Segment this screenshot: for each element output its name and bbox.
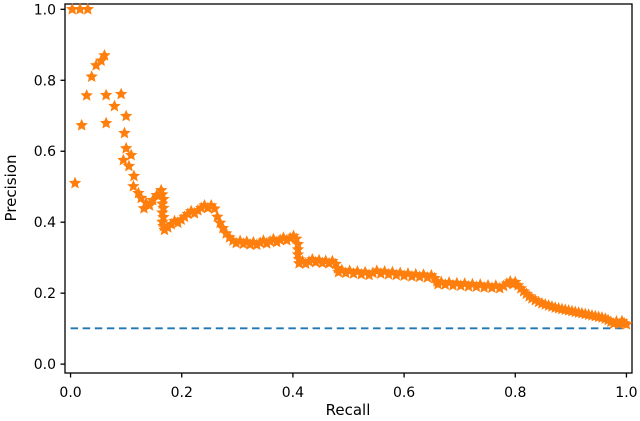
scatter-point-star [85,70,98,82]
scatter-point-star [292,256,306,269]
scatter-point-star [439,278,452,290]
scatter-point-star [477,280,491,293]
scatter-point-star [80,89,93,101]
scatter-point-star [431,277,445,290]
scatter-point-star [108,99,121,112]
scatter-point-star [322,256,336,269]
scatter-point-star [263,234,277,247]
x-axis-label: Recall [326,401,371,419]
scatter-point-star [73,2,87,15]
scatter-point-star [421,271,434,283]
scatter-point-star [273,233,287,246]
scatter-point-star [181,207,195,220]
scatter-point-star [500,277,514,289]
scatter-point-star [188,206,201,219]
scatter-point-star [454,279,467,291]
scatter-point-star [390,268,403,281]
scatter-point-star [122,159,136,172]
scatter-point-star [250,238,263,251]
scatter-point-star [260,237,273,249]
y-tick-label: 0.8 [34,73,56,89]
plot-area: 0.0 0.2 0.4 0.6 0.8 1.0 0.0 0.2 0.4 0.6 0.8 1.0 [34,2,638,401]
x-tick-label: 0.4 [282,385,304,401]
scatter-point-star [280,233,293,246]
scatter-point-star [146,193,160,206]
y-tick-label: 0.0 [34,357,56,373]
scatter-point-star [332,265,345,278]
y-tick-label: 0.2 [34,286,56,302]
scatter-point-star [99,88,113,101]
scatter-point-star [470,280,483,293]
y-tick-label: 1.0 [34,2,56,18]
scatter-point-star [68,176,82,189]
scatter-point-star [620,317,633,330]
scatter-point-star [158,223,171,236]
x-tick-label: 0.2 [171,385,193,401]
scatter-point-star [119,109,133,122]
x-tick-label: 0.8 [504,385,526,401]
scatter-point-star [161,221,175,233]
scatter-point-star [66,2,79,15]
scatter-point-star [137,201,151,214]
scatter-point-star [98,48,111,61]
scatter-point-star [230,236,243,249]
scatter-point-star [127,169,141,182]
scatter-point-star [253,236,267,249]
y-tick-label: 0.6 [34,144,56,160]
y-tick-label: 0.4 [34,215,56,231]
scatter-point-star [127,179,140,192]
scatter-point-star [191,204,205,216]
y-axis-label: Precision [2,155,20,222]
scatter-point-star [362,268,376,281]
x-tick-label: 1.0 [615,385,637,401]
scatter-point-star [243,238,257,250]
scatter-point-star [355,267,368,280]
scatter-point-star [75,118,88,131]
scatter-point-star [309,255,322,268]
scatter-point-star [195,201,208,214]
scatter-point-star [339,266,352,279]
x-tick-label: 0.0 [59,385,81,401]
scatter-point-star [81,2,94,15]
plot-frame [64,3,633,374]
scatter-point-star [164,217,178,230]
scatter-point-star [493,281,506,294]
scatter-point-star [171,216,185,229]
scatter-point-star [302,255,316,267]
scatter-point-star [413,270,426,283]
scatter-point-star [175,213,188,225]
scatter-point-star [124,148,138,161]
x-tick-label: 0.6 [393,385,415,401]
scatter-point-star [270,235,283,248]
scatter-point-star [201,201,215,214]
scatter-point-star [208,202,221,214]
scatter-point-star [178,210,191,223]
scatter-point-star [366,266,380,279]
scatter-point-star [397,269,411,282]
scatter-point-star [405,269,419,282]
scatter-point-star [462,279,475,292]
scatter-point-star [117,153,130,166]
scatter-point-star [299,257,312,269]
scatter-point-star [347,267,360,279]
scatter-point-star [114,87,128,100]
scatter-point-star [497,279,510,292]
scatter-point-star [446,278,460,291]
scatter-point-star [118,126,131,139]
scatter-point-star [119,141,133,154]
scatter-point-star [485,281,499,294]
scatter-point-star [283,231,297,244]
scatter-point-star [99,116,113,129]
scatter-point-star [382,267,395,280]
scatter-point-star [134,191,148,204]
scatter-point-star [89,58,103,71]
scatter-point-star [316,256,329,269]
scatter-point-star [237,237,250,250]
scatter-point-star [374,267,387,279]
